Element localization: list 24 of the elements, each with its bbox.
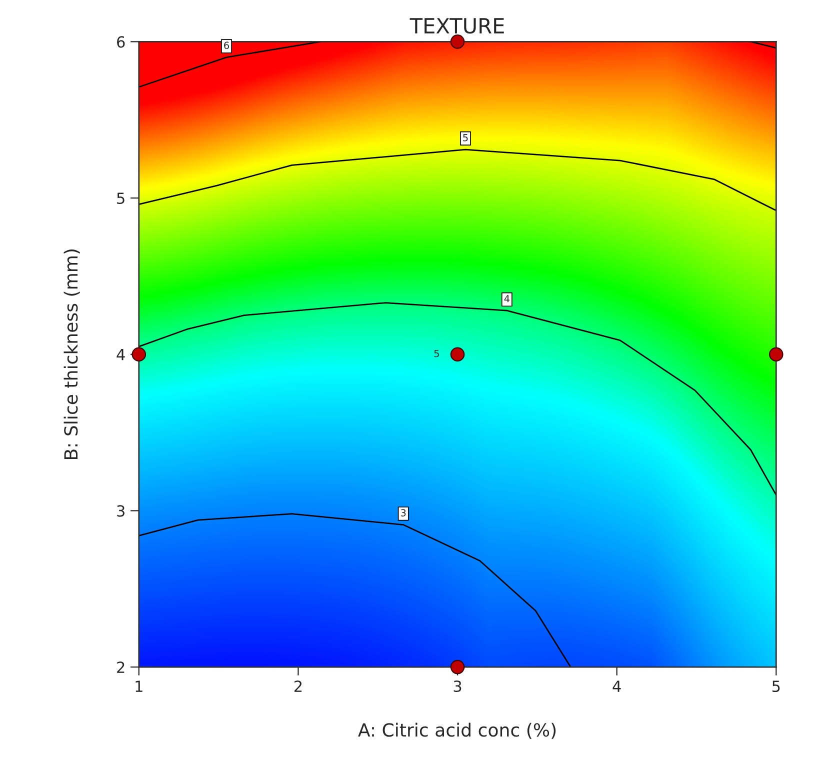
y-tick-label: 4 bbox=[116, 349, 125, 360]
annotation: 5 bbox=[434, 350, 439, 358]
x-tick-label: 5 bbox=[772, 680, 780, 692]
annotation: 3 bbox=[401, 509, 406, 516]
x-tick-label: 1 bbox=[136, 680, 142, 692]
y-tick-label: 3 bbox=[117, 505, 124, 517]
x-tick-label: 2 bbox=[294, 680, 302, 692]
point bbox=[450, 660, 465, 674]
x-tick-label: 4 bbox=[612, 680, 621, 692]
point bbox=[132, 347, 146, 362]
point bbox=[769, 347, 784, 362]
y-tick-label: 5 bbox=[117, 192, 124, 204]
y-tick-label: 2 bbox=[117, 662, 124, 673]
annotation: 4 bbox=[504, 295, 510, 302]
x-axis-title: A: Citric acid conc (%) bbox=[358, 722, 556, 739]
chart-title: TEXTURE bbox=[410, 18, 504, 34]
annotation: 5 bbox=[463, 134, 468, 142]
line-series bbox=[138, 148, 776, 212]
point bbox=[450, 34, 465, 49]
point bbox=[450, 347, 465, 362]
annotation: 6 bbox=[224, 42, 229, 50]
y-axis-title: B: Slice thickness (mm) bbox=[64, 250, 80, 459]
x-tick-label: 3 bbox=[454, 680, 462, 692]
y-tick-label: 6 bbox=[117, 36, 125, 48]
